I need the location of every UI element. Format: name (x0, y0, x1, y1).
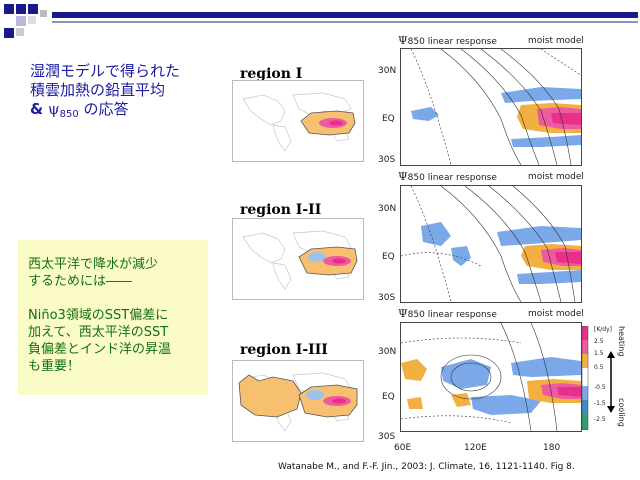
header-bar (52, 12, 638, 18)
title-line-3: & ψ850 の応答 (30, 100, 180, 124)
panel-header-2: Ψ850 linear response (398, 170, 497, 183)
lat-label: 30N (378, 66, 397, 76)
lat-label: 30S (378, 155, 396, 165)
forcing-map-2 (232, 218, 364, 300)
lon-label: 180 (543, 443, 561, 453)
psi-symbol: Ψ (398, 170, 408, 183)
decor-square (28, 16, 36, 24)
cooling-label: cooling (617, 398, 626, 427)
header-rule (52, 21, 638, 23)
region-label-1: region I (240, 66, 303, 82)
lat-label: 30N (378, 204, 397, 214)
colorbar-tick: 1.5 (594, 350, 604, 357)
lat-label: EQ (382, 114, 395, 124)
decor-square (16, 4, 26, 14)
psi-symbol: Ψ (398, 307, 408, 320)
decor-square (4, 4, 14, 14)
response-panel-1 (400, 48, 582, 166)
note-line-2: するためには―― (28, 274, 133, 289)
panel-header-right-3: moist model (528, 309, 584, 319)
colorbar-tick: -1.5 (594, 400, 606, 407)
title-amp: & (30, 100, 44, 118)
note-line-1: 西太平洋で降水が減少 (28, 257, 159, 272)
panel-header-right-1: moist model (528, 36, 584, 46)
colorbar-unit: [K/dy] (594, 326, 612, 333)
region-label-2: region I-II (240, 202, 322, 218)
heating-cooling-arrow-icon (607, 351, 615, 413)
response-panel-3 (400, 322, 582, 432)
panel-header-1: Ψ850 linear response (398, 34, 497, 47)
title-psi: ψ (47, 100, 60, 118)
colorbar-tick: -2.5 (594, 416, 606, 423)
decor-square (4, 28, 14, 38)
title-psi-sub: 850 (59, 109, 79, 120)
heating-label: heating (617, 326, 626, 357)
title-rest: の応答 (78, 100, 129, 118)
decor-square (16, 16, 26, 26)
note-box: 西太平洋で降水が減少 するためには―― Niño3領域のSST偏差に 加えて、西… (18, 240, 208, 395)
note-line-6: も重要！ (28, 359, 81, 374)
decor-square (40, 10, 47, 17)
title-line-1: 湿潤モデルで得られた (30, 62, 181, 80)
citation: Watanabe M., and F.-F. Jin., 2003: J. Cl… (278, 462, 575, 472)
psi-symbol: Ψ (398, 34, 408, 47)
lat-label: EQ (382, 392, 395, 402)
note-line-4: 加えて、西太平洋のSST (28, 325, 169, 340)
lat-label: 30S (378, 432, 396, 442)
lon-label: 120E (464, 443, 487, 453)
forcing-map-1 (232, 80, 364, 162)
lat-label: 30N (378, 347, 397, 357)
colorbar-tick: 0.5 (594, 364, 604, 371)
forcing-map-3 (232, 360, 364, 442)
lat-label: 30S (378, 293, 396, 303)
note-line-3: Niño3領域のSST偏差に (28, 308, 169, 323)
lon-label: 60E (394, 443, 412, 453)
region-label-3: region I-III (240, 342, 328, 358)
decor-square (28, 4, 38, 14)
lat-label: EQ (382, 252, 395, 262)
panel-header-left: 850 linear response (407, 173, 497, 183)
slide-title: 湿潤モデルで得られた 積雲加熱の鉛直平均 & ψ850 の応答 (30, 62, 180, 124)
decor-square (16, 28, 24, 36)
title-line-2: 積雲加熱の鉛直平均 (30, 81, 166, 99)
colorbar-tick: 2.5 (594, 338, 604, 345)
colorbar (582, 326, 589, 430)
colorbar-tick: -0.5 (594, 384, 606, 391)
panel-header-3: Ψ850 linear response (398, 307, 497, 320)
note-line-5: 負偏差とインド洋の昇温 (28, 342, 172, 357)
panel-header-left: 850 linear response (407, 310, 497, 320)
response-panel-2 (400, 185, 582, 303)
panel-header-left: 850 linear response (407, 37, 497, 47)
panel-header-right-2: moist model (528, 172, 584, 182)
